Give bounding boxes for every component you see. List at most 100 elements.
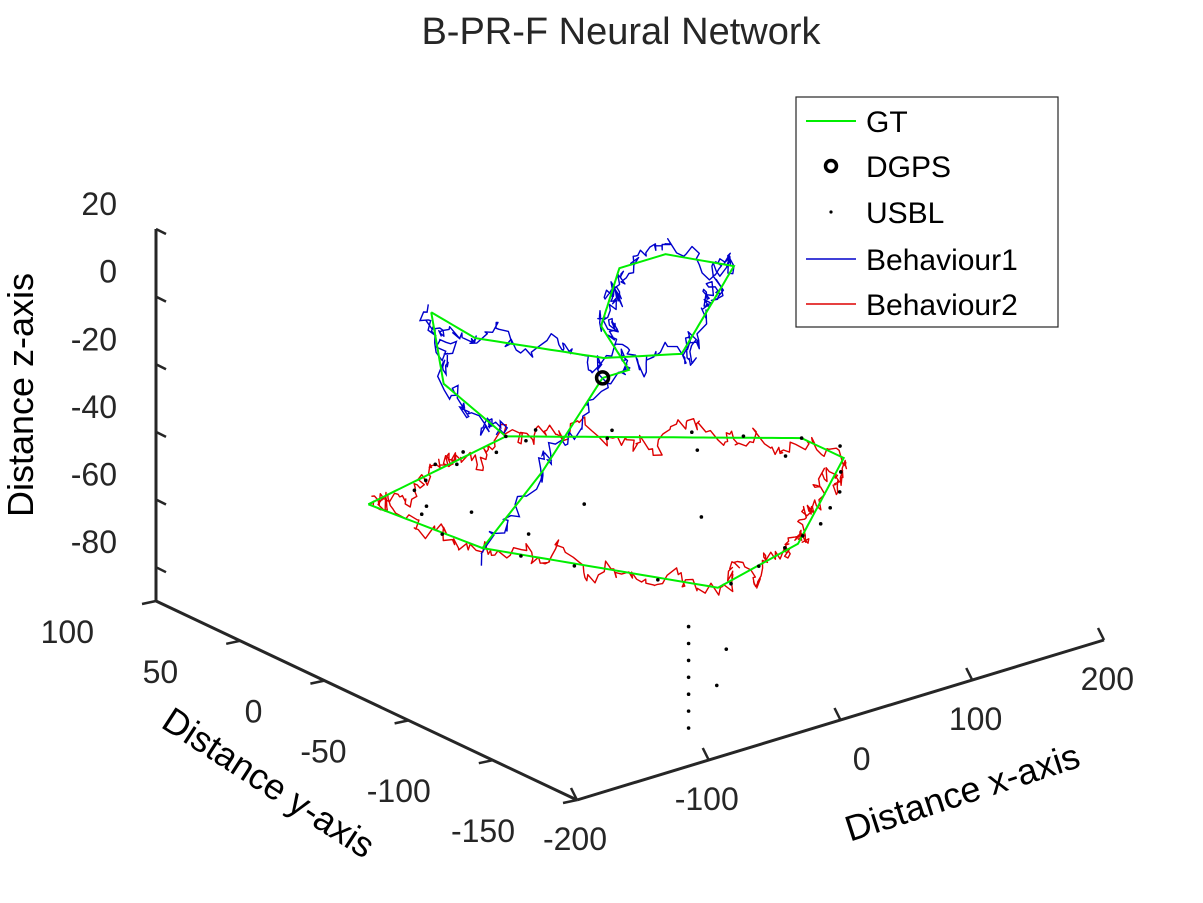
trajectories	[367, 238, 848, 730]
x-tick-label-2: 0	[853, 741, 871, 777]
usbl-point	[695, 448, 700, 452]
y-tick-5	[141, 599, 157, 606]
legend-usbl-marker	[829, 210, 833, 214]
y-axis-line	[155, 599, 578, 802]
x-tick-label-4: 200	[1081, 661, 1134, 697]
usbl-point	[828, 506, 832, 510]
x-tick-label-0: -200	[543, 821, 607, 857]
usbl-point	[533, 428, 538, 432]
z-tick-label-3: -20	[71, 321, 117, 357]
behaviour1-line	[425, 238, 735, 385]
usbl-point	[423, 478, 428, 483]
gt-lower-line	[367, 435, 846, 589]
usbl-point	[686, 726, 691, 730]
x-tick-label-3: 100	[949, 701, 1002, 737]
x-axis-label: Distance x-axis	[840, 735, 1085, 849]
usbl-point	[419, 512, 424, 517]
usbl-point	[686, 641, 691, 646]
y-tick-label-2: -50	[300, 733, 346, 769]
x-tick-3	[965, 667, 974, 681]
gt-upper-line	[430, 253, 736, 379]
usbl-point	[424, 504, 429, 509]
legend-behaviour1-label: Behaviour1	[866, 244, 1018, 277]
usbl-point	[690, 430, 694, 435]
usbl-point	[519, 554, 523, 558]
x-tick-label-1: -100	[675, 781, 739, 817]
usbl-point	[524, 438, 528, 443]
usbl-point	[582, 502, 587, 506]
usbl-point	[837, 490, 842, 494]
usbl-point	[714, 683, 719, 688]
usbl-point	[839, 470, 843, 474]
usbl-point	[440, 532, 445, 536]
z-tick-3	[155, 363, 167, 371]
z-tick-2	[155, 430, 167, 439]
usbl-point	[756, 564, 761, 568]
y-tick-2	[394, 719, 409, 725]
z-tick-label-5: 20	[81, 186, 117, 222]
usbl-point	[433, 462, 438, 467]
z-tick-label-1: -60	[71, 457, 117, 493]
usbl-point	[818, 522, 823, 526]
behaviour2-line	[370, 416, 848, 596]
x-tick-4	[1096, 627, 1106, 641]
usbl-point	[724, 647, 729, 651]
usbl-point	[610, 428, 614, 433]
z-tick-0	[155, 566, 167, 574]
usbl-point	[799, 436, 804, 440]
y-tick-3	[310, 679, 325, 685]
usbl-point	[741, 434, 746, 438]
x-tick-0	[569, 787, 579, 801]
dgps-point	[594, 370, 611, 386]
usbl-point	[412, 488, 417, 493]
usbl-point	[838, 444, 842, 448]
usbl-point	[461, 450, 465, 454]
usbl-point	[656, 577, 660, 582]
legend-gt-label: GT	[866, 106, 908, 139]
y-tick-label-3: 0	[245, 694, 263, 730]
usbl-point	[686, 624, 691, 629]
gt-transition-0	[481, 377, 604, 549]
legend-dgps-label: DGPS	[866, 151, 951, 184]
z-tick-1	[155, 498, 167, 506]
usbl-point	[686, 658, 691, 663]
legend-dgps-marker	[823, 158, 839, 174]
usbl-point	[783, 545, 787, 550]
usbl-point	[469, 510, 474, 514]
usbl-point	[572, 564, 577, 568]
y-tick-4	[225, 639, 241, 646]
z-tick-4	[155, 295, 167, 303]
y-axis-label: Distance y-axis	[155, 699, 382, 866]
z-tick-label-0: -80	[71, 524, 117, 560]
legend: GT DGPS USBL Behaviour1 Behaviour2	[795, 96, 1059, 328]
z-tick-label-2: -40	[71, 389, 117, 425]
legend-usbl-label: USBL	[866, 197, 944, 230]
z-axis-label: Distance z-axis	[0, 273, 41, 517]
usbl-point	[494, 450, 499, 455]
usbl-point	[686, 692, 691, 697]
chart-title: B-PR-F Neural Network	[421, 11, 821, 53]
usbl-point	[605, 436, 610, 441]
gt-transition-1	[430, 312, 507, 438]
usbl-point	[504, 434, 508, 439]
usbl-point	[699, 515, 704, 519]
axes: -80-60-40-20020-150-100-50050100-200-100…	[41, 186, 1134, 857]
usbl-point	[783, 454, 788, 458]
z-tick-label-4: 0	[99, 254, 117, 290]
behaviour1-transition-0	[480, 382, 609, 566]
y-tick-0	[562, 798, 578, 805]
usbl-point	[686, 675, 691, 680]
usbl-point	[526, 532, 531, 536]
x-tick-2	[833, 707, 842, 721]
usbl-point	[686, 709, 691, 713]
y-tick-1	[478, 758, 494, 765]
usbl-point	[455, 462, 459, 467]
x-tick-1	[701, 747, 710, 761]
usbl-point	[729, 581, 733, 586]
z-tick-5	[155, 227, 167, 236]
y-tick-label-4: 50	[143, 654, 179, 690]
legend-behaviour2-label: Behaviour2	[866, 289, 1018, 322]
y-tick-label-1: -100	[367, 773, 431, 809]
y-tick-label-5: 100	[41, 614, 94, 650]
